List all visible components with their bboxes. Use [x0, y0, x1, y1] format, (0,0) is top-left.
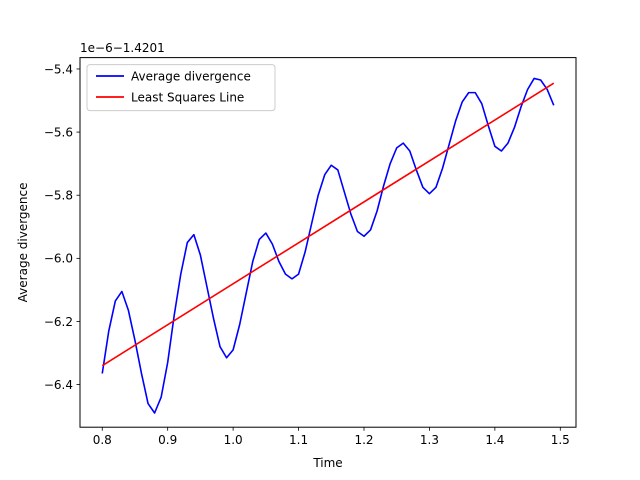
x-tick-label: 1.0 — [224, 433, 243, 447]
series-line-average-divergence — [101, 77, 555, 414]
legend-label-average-divergence: Average divergence — [131, 70, 251, 84]
x-axis-ticks: 0.8 0.9 1.0 1.1 1.2 1.3 1.4 1.5 — [93, 427, 570, 447]
y-tick-label: −5.6 — [44, 125, 73, 139]
axes — [79, 57, 577, 428]
y-tick-label: −6.0 — [44, 252, 73, 266]
x-axis-label: Time — [312, 456, 342, 470]
x-tick-label: 0.9 — [158, 433, 177, 447]
y-tick-label: −5.8 — [44, 189, 73, 203]
x-tick-label: 1.5 — [551, 433, 570, 447]
series-line-least-squares-line — [101, 82, 555, 367]
y-tick-label: −5.4 — [44, 62, 73, 76]
y-axis-ticks: −6.4 −6.2 −6.0 −5.8 −5.6 −5.4 — [44, 62, 80, 392]
y-tick-label: −6.4 — [44, 378, 73, 392]
y-axis-label: Average divergence — [16, 182, 30, 302]
legend: Average divergence Least Squares Line — [86, 64, 276, 112]
legend-label-least-squares-line: Least Squares Line — [131, 91, 244, 105]
x-tick-label: 1.1 — [289, 433, 308, 447]
axes-frame — [79, 57, 577, 428]
x-tick-label: 1.3 — [420, 433, 439, 447]
x-tick-label: 0.8 — [93, 433, 112, 447]
y-axis-offset-text: 1e−6−1.4201 — [80, 41, 165, 55]
legend-box — [86, 64, 276, 112]
plot-area — [101, 77, 555, 414]
x-tick-label: 1.4 — [485, 433, 504, 447]
x-tick-label: 1.2 — [354, 433, 373, 447]
y-tick-label: −6.2 — [44, 315, 73, 329]
